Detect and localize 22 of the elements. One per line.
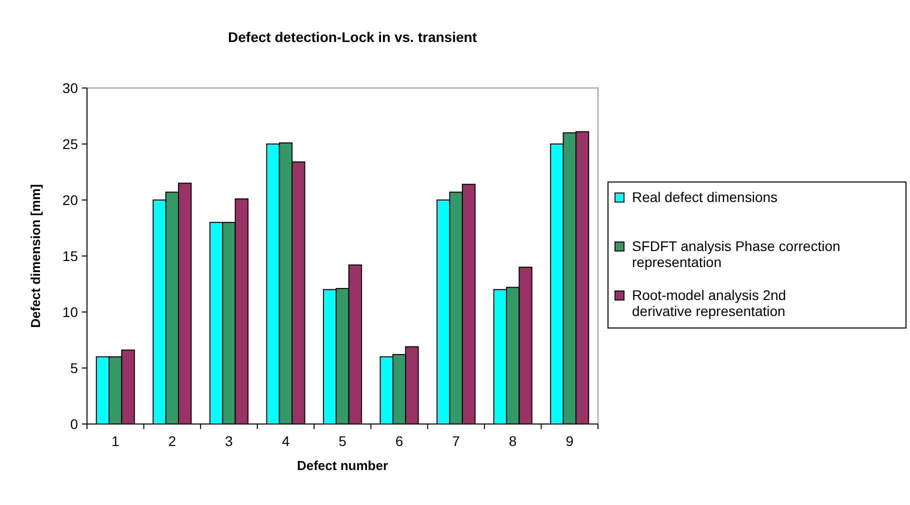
x-axis-title: Defect number bbox=[296, 458, 388, 473]
x-tick-label: 8 bbox=[508, 433, 517, 449]
y-tick-label: 15 bbox=[62, 248, 78, 264]
y-tick-label: 5 bbox=[70, 360, 78, 376]
y-tick-label: 10 bbox=[62, 304, 78, 320]
y-axis-title: Defect dimension [mm] bbox=[28, 184, 43, 328]
x-tick-label: 4 bbox=[282, 433, 290, 449]
y-tick-label: 30 bbox=[62, 80, 78, 96]
legend-label: Real defect dimensions bbox=[632, 189, 778, 205]
y-tick-label: 20 bbox=[62, 192, 78, 208]
x-tick-label: 2 bbox=[168, 433, 176, 449]
x-tick-label: 3 bbox=[225, 433, 234, 449]
x-tick-label: 9 bbox=[566, 433, 574, 449]
y-tick-label: 25 bbox=[62, 136, 78, 152]
x-tick-label: 7 bbox=[452, 433, 460, 449]
x-tick-label: 1 bbox=[111, 433, 120, 449]
x-tick-label: 5 bbox=[338, 433, 347, 449]
x-tick-label: 6 bbox=[395, 433, 404, 449]
chart-title: Defect detection-Lock in vs. transient bbox=[228, 29, 478, 45]
legend-label: Root-model analysis 2nd derivative representation bbox=[632, 287, 786, 319]
y-tick-label: 0 bbox=[70, 416, 78, 432]
legend-label: SFDFT analysis Phase correction representation bbox=[632, 238, 840, 270]
